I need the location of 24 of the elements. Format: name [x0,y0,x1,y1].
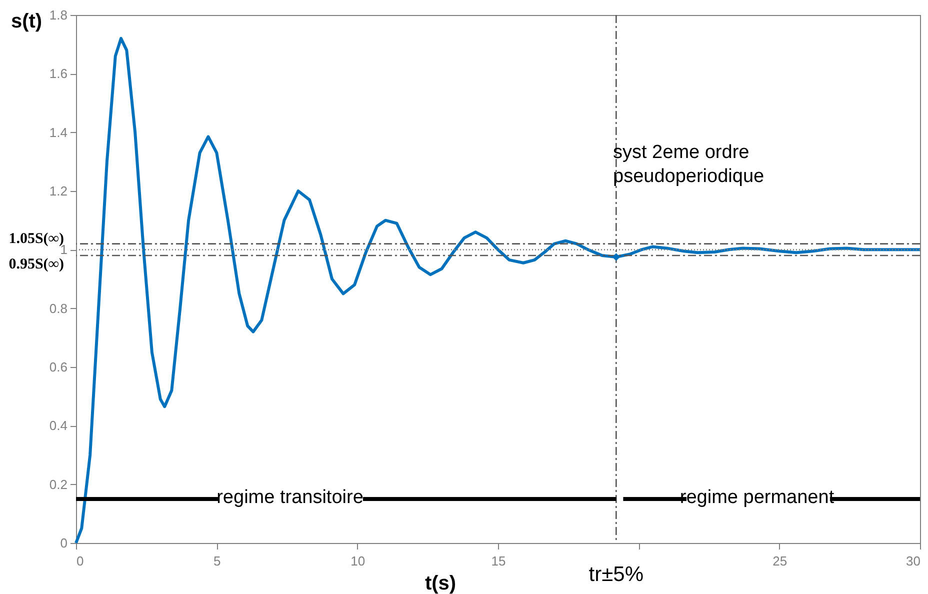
x-tick-label: 15 [491,554,506,568]
annotation: regime permanent [680,487,835,508]
x-tick-label: 30 [906,554,920,568]
x-tick-label: 0 [76,554,84,568]
y-tick-label: 1.6 [49,66,68,82]
y-tick-label: 0.2 [49,476,68,492]
y-tick-label: 1.2 [49,184,68,198]
x-tick-label: 10 [350,554,366,568]
annotation: regime transitoire [216,487,364,508]
ref-line-label: tr±5% [588,563,644,586]
y-tick-label: 1.4 [49,124,68,140]
y-tick-label: 0.8 [49,300,68,316]
ref-line-label: 1.05S(∞) [8,230,64,247]
line-series [74,36,922,544]
y-tick-label: 0.4 [49,418,68,434]
ref-line-label: 0.95S(∞) [8,256,64,273]
annotation: syst 2eme ordre pseudoperiodique [613,142,764,187]
y-tick-label: 0 [60,536,68,550]
x-tick-label: 5 [214,554,221,568]
y-axis-title: s(t) [10,10,42,32]
x-axis-title: t(s) [424,572,456,594]
y-tick-label: 1.8 [49,8,68,22]
x-tick-label: 25 [772,554,788,568]
y-tick-label: 0.6 [49,360,68,374]
